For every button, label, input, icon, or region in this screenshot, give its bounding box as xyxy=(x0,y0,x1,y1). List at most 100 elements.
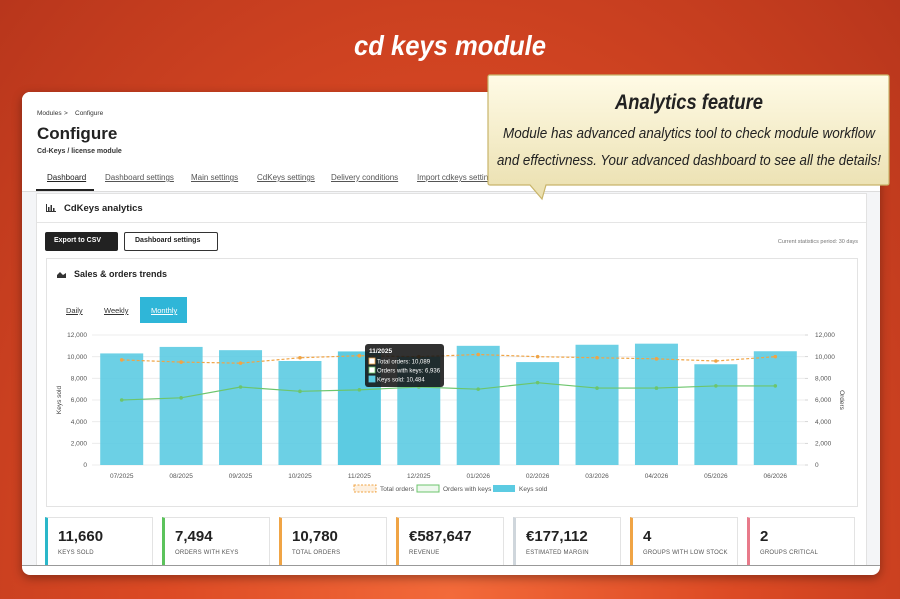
stat-card: 7,494 ORDERS WITH KEYS xyxy=(162,517,270,565)
bar xyxy=(100,353,144,465)
x-tick-label: 02/2026 xyxy=(526,473,550,480)
point xyxy=(357,353,362,358)
stat-label: KEYS SOLD xyxy=(58,550,94,556)
tab[interactable]: CdKeys settings xyxy=(257,173,315,182)
stat-label: GROUPS WITH LOW STOCK xyxy=(643,550,728,556)
tab[interactable]: Dashboard settings xyxy=(105,173,174,182)
point xyxy=(773,384,778,388)
callout-text: Module has advanced analytics tool to ch… xyxy=(503,125,876,142)
stat-value: 7,494 xyxy=(175,528,213,545)
callout-title: Analytics feature xyxy=(614,91,763,114)
point xyxy=(714,384,718,388)
point xyxy=(654,357,659,361)
y-tick-label: 6,000 xyxy=(71,397,88,404)
y2-tick-label: 0 xyxy=(815,462,819,469)
stat-label: GROUPS CRITICAL xyxy=(760,550,819,556)
stat-value: 11,660 xyxy=(58,528,104,545)
stat-value: €587,647 xyxy=(409,528,472,545)
x-tick-label: 03/2026 xyxy=(585,473,609,480)
area-icon xyxy=(57,272,66,278)
tab[interactable]: Dashboard xyxy=(47,173,87,182)
y-tick-label: 0 xyxy=(83,462,87,469)
stat-label: ESTIMATED MARGIN xyxy=(526,550,589,556)
page-subtitle: Cd-Keys / license module xyxy=(37,148,122,155)
bar xyxy=(278,361,322,465)
point xyxy=(357,388,362,392)
y2-tick-label: 12,000 xyxy=(815,332,835,339)
x-tick-label: 09/2025 xyxy=(229,473,253,480)
button-label: Export to CSV xyxy=(54,237,102,244)
point xyxy=(476,387,481,391)
legend-label: Orders with keys xyxy=(443,486,492,493)
stat-value: 2 xyxy=(760,528,769,545)
point xyxy=(298,389,302,394)
point xyxy=(654,386,659,390)
point xyxy=(179,360,183,364)
bar xyxy=(634,343,678,465)
bar xyxy=(694,364,738,465)
y2-tick-label: 2,000 xyxy=(815,441,832,448)
y2-tick-label: 4,000 xyxy=(815,419,832,426)
page-title: Configure xyxy=(37,124,118,143)
point xyxy=(119,358,124,362)
period-tab[interactable]: Daily xyxy=(66,306,83,315)
period-label: Monthly xyxy=(151,306,178,315)
export-button[interactable]: Export to CSV xyxy=(45,232,118,251)
line xyxy=(121,382,776,401)
point xyxy=(238,385,243,389)
settings-button[interactable]: Dashboard settings xyxy=(124,232,218,251)
period-tab-active[interactable]: Monthly xyxy=(140,297,187,323)
point xyxy=(535,380,540,385)
tooltip-swatch xyxy=(368,357,376,365)
point xyxy=(179,396,183,400)
tooltip-line: Keys sold: 10,484 xyxy=(377,378,425,384)
legend-label: Total orders xyxy=(380,486,415,493)
point xyxy=(298,355,302,360)
header: cd keys module xyxy=(354,30,546,61)
legend-swatch xyxy=(493,485,515,492)
legend-swatch xyxy=(353,484,377,493)
active-tab-indicator xyxy=(36,189,94,191)
x-tick-label: 11/2025 xyxy=(348,473,371,480)
stat-card: 4 GROUPS WITH LOW STOCK xyxy=(630,517,738,565)
chart-icon xyxy=(46,204,56,212)
x-tick-label: 04/2026 xyxy=(645,473,669,480)
stat-card: €177,112 ESTIMATED MARGIN xyxy=(513,517,621,565)
bar xyxy=(159,346,203,465)
period-tab[interactable]: Weekly xyxy=(104,306,129,315)
point xyxy=(535,354,540,359)
legend-label: Keys sold xyxy=(519,486,548,493)
point xyxy=(476,352,481,357)
panel-title: CdKeys analytics xyxy=(64,203,143,214)
breadcrumb[interactable]: Modules xyxy=(37,110,62,117)
point xyxy=(773,354,778,359)
bar xyxy=(219,350,263,465)
stat-label: REVENUE xyxy=(409,550,440,556)
y-tick-label: 8,000 xyxy=(71,376,88,383)
x-tick-label: 06/2026 xyxy=(764,473,788,480)
tooltip-swatch xyxy=(368,366,376,374)
x-tick-label: 01/2026 xyxy=(466,473,490,480)
point xyxy=(119,398,124,402)
point xyxy=(238,361,243,365)
breadcrumb[interactable]: Configure xyxy=(75,110,104,117)
bar xyxy=(516,362,560,465)
y-tick-label: 12,000 xyxy=(67,332,87,339)
bar xyxy=(456,345,500,465)
y2-tick-label: 6,000 xyxy=(815,397,832,404)
line xyxy=(121,353,776,364)
tooltip-title: 11/2025 xyxy=(369,348,393,355)
button-label: Dashboard settings xyxy=(135,237,201,244)
stat-value: 10,780 xyxy=(292,528,338,545)
y-tick-label: 2,000 xyxy=(71,441,88,448)
stat-card: 11,660 KEYS SOLD xyxy=(45,517,153,565)
callout: Analytics feature Module has advanced an… xyxy=(487,74,890,201)
tab[interactable]: Delivery conditions xyxy=(331,173,399,182)
tab[interactable]: Main settings xyxy=(191,173,239,182)
stat-value: 4 xyxy=(643,528,652,545)
y-axis-title: Keys sold xyxy=(56,386,63,415)
content: Modules > Configure Configure Cd-Keys / … xyxy=(22,92,880,566)
tab[interactable]: Import cdkeys settings xyxy=(417,173,497,182)
